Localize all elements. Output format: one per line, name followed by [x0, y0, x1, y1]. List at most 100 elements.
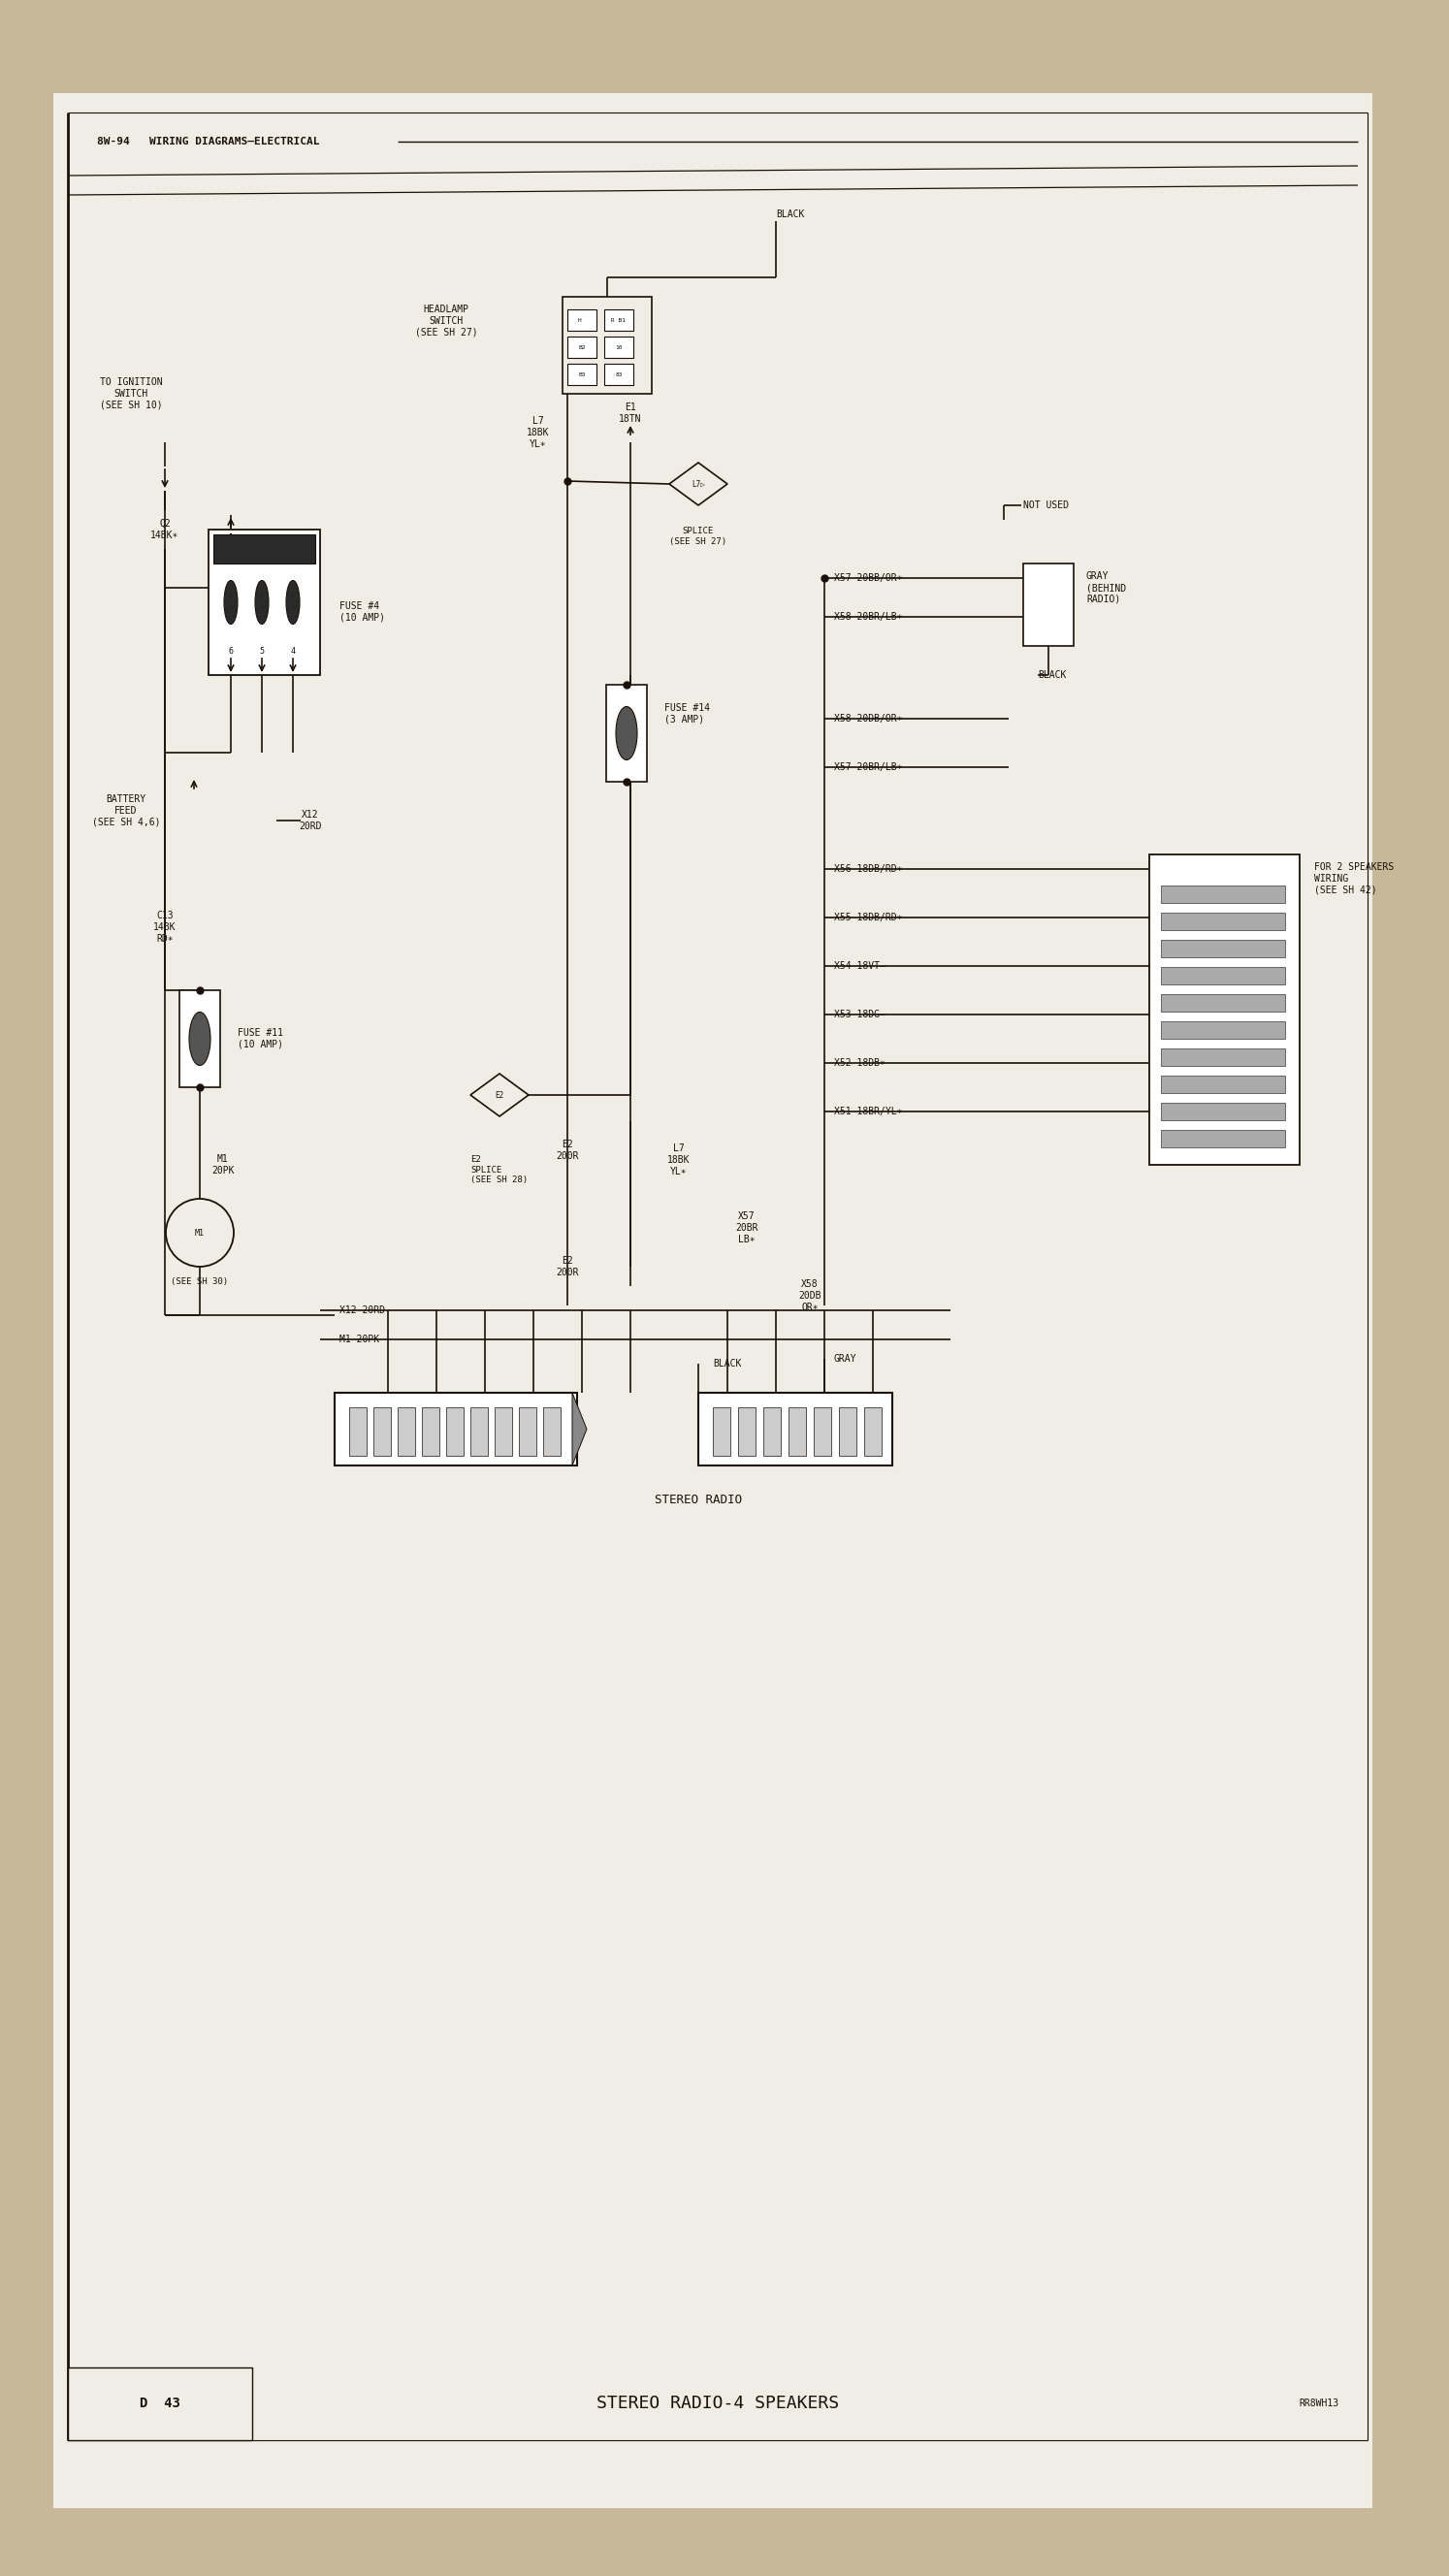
Bar — [1023, 564, 1074, 647]
Text: X56 18DB/RD∗: X56 18DB/RD∗ — [835, 863, 903, 873]
Text: Q2
14BK∗: Q2 14BK∗ — [151, 520, 180, 541]
Bar — [713, 1406, 730, 1455]
Text: 5: 5 — [259, 647, 264, 654]
Bar — [568, 363, 597, 384]
Text: GRAY
(BEHIND
RADIO): GRAY (BEHIND RADIO) — [1087, 572, 1126, 603]
Text: BLACK: BLACK — [713, 1358, 742, 1368]
Bar — [68, 2367, 252, 2439]
Bar — [604, 363, 633, 384]
Text: X55 18DB/RD∗: X55 18DB/RD∗ — [835, 912, 903, 922]
Text: NOT USED: NOT USED — [1023, 500, 1069, 510]
Bar — [1161, 1020, 1285, 1038]
Text: STEREO RADIO-4 SPEAKERS: STEREO RADIO-4 SPEAKERS — [597, 2396, 839, 2411]
Bar — [1161, 940, 1285, 958]
Ellipse shape — [255, 580, 268, 623]
Polygon shape — [572, 1394, 587, 1466]
Text: BLACK: BLACK — [775, 209, 804, 219]
Text: L7
18BK
YL∗: L7 18BK YL∗ — [668, 1144, 690, 1177]
Text: E2
SPLICE
(SEE SH 28): E2 SPLICE (SEE SH 28) — [471, 1154, 527, 1185]
Text: L7
18BK
YL∗: L7 18BK YL∗ — [527, 417, 549, 448]
Text: L7▷: L7▷ — [691, 479, 706, 489]
Bar — [209, 531, 320, 675]
Bar — [764, 1406, 781, 1455]
Text: STEREO RADIO: STEREO RADIO — [655, 1494, 742, 1507]
Bar — [494, 1406, 511, 1455]
Bar — [1161, 1103, 1285, 1121]
Bar — [519, 1406, 536, 1455]
Text: (SEE SH 30): (SEE SH 30) — [171, 1278, 229, 1285]
Text: X12
20RD: X12 20RD — [298, 809, 322, 832]
Bar — [738, 1406, 755, 1455]
Text: 4: 4 — [290, 647, 296, 654]
Bar — [446, 1406, 464, 1455]
Text: FUSE #11
(10 AMP): FUSE #11 (10 AMP) — [238, 1028, 283, 1048]
Text: X57 20BB/OR∗: X57 20BB/OR∗ — [835, 574, 903, 582]
Text: B3: B3 — [578, 371, 585, 376]
Bar — [788, 1406, 806, 1455]
Text: X57 20BR/LB∗: X57 20BR/LB∗ — [835, 762, 903, 773]
Text: E2: E2 — [496, 1090, 504, 1100]
Bar — [698, 1394, 893, 1466]
Text: FUSE #14
(3 AMP): FUSE #14 (3 AMP) — [665, 703, 710, 724]
Text: SPLICE
(SEE SH 27): SPLICE (SEE SH 27) — [669, 528, 727, 546]
Text: 8W-94   WIRING DIAGRAMS—ELECTRICAL: 8W-94 WIRING DIAGRAMS—ELECTRICAL — [97, 137, 320, 147]
Bar — [814, 1406, 832, 1455]
Text: X54 18VT—: X54 18VT— — [835, 961, 885, 971]
Text: BLACK: BLACK — [1037, 670, 1066, 680]
Text: RR8WH13: RR8WH13 — [1298, 2398, 1339, 2409]
Text: E2
200R: E2 200R — [556, 1257, 578, 1278]
Bar — [562, 296, 652, 394]
Text: C13
14BK
RD∗: C13 14BK RD∗ — [154, 912, 177, 943]
Bar — [349, 1406, 367, 1455]
Bar — [1149, 855, 1300, 1164]
Bar — [568, 309, 597, 330]
Bar — [1161, 1131, 1285, 1146]
Text: 6: 6 — [229, 647, 233, 654]
Ellipse shape — [190, 1012, 210, 1066]
Ellipse shape — [616, 706, 638, 760]
Text: FOR 2 SPEAKERS
WIRING
(SEE SH 42): FOR 2 SPEAKERS WIRING (SEE SH 42) — [1314, 863, 1394, 894]
Bar — [1161, 1048, 1285, 1066]
Text: BATTERY
FEED
(SEE SH 4,6): BATTERY FEED (SEE SH 4,6) — [91, 796, 161, 827]
Text: X58
20DB
OR∗: X58 20DB OR∗ — [798, 1280, 822, 1311]
Text: R B1: R B1 — [611, 317, 626, 322]
Text: M1 20PK: M1 20PK — [339, 1334, 380, 1345]
Bar — [604, 309, 633, 330]
Text: M1: M1 — [196, 1229, 204, 1236]
Text: H: H — [578, 317, 585, 322]
Bar — [1161, 966, 1285, 984]
Bar — [374, 1406, 391, 1455]
Text: FUSE #4
(10 AMP): FUSE #4 (10 AMP) — [339, 603, 385, 623]
Bar — [1161, 912, 1285, 930]
Bar — [1161, 994, 1285, 1012]
Text: D  43: D 43 — [139, 2396, 180, 2411]
Text: E1
18TN: E1 18TN — [619, 402, 642, 422]
Text: 83: 83 — [616, 371, 623, 376]
Text: B2: B2 — [578, 345, 585, 350]
Text: TO IGNITION
SWITCH
(SEE SH 10): TO IGNITION SWITCH (SEE SH 10) — [100, 379, 162, 410]
Ellipse shape — [285, 580, 300, 623]
Bar — [1161, 1077, 1285, 1092]
Text: M1
20PK: M1 20PK — [212, 1154, 235, 1175]
Bar — [839, 1406, 856, 1455]
Bar — [471, 1406, 488, 1455]
Text: X51 18BR/YL∗: X51 18BR/YL∗ — [835, 1108, 903, 1115]
Ellipse shape — [225, 580, 238, 623]
Text: X57
20BR
LB∗: X57 20BR LB∗ — [736, 1211, 758, 1244]
Text: 10: 10 — [616, 345, 623, 350]
Bar — [606, 685, 646, 781]
Text: X53 18DG—: X53 18DG— — [835, 1010, 885, 1020]
Bar — [864, 1406, 881, 1455]
Text: X12 20RD: X12 20RD — [339, 1306, 385, 1316]
Bar — [422, 1406, 439, 1455]
Bar — [543, 1406, 561, 1455]
Text: X58 20BR/LB∗: X58 20BR/LB∗ — [835, 613, 903, 621]
Bar — [1161, 886, 1285, 904]
Bar — [180, 989, 220, 1087]
Bar — [568, 337, 597, 358]
Text: E2
200R: E2 200R — [556, 1139, 578, 1162]
Text: X58 20DB/OR∗: X58 20DB/OR∗ — [835, 714, 903, 724]
Bar — [335, 1394, 577, 1466]
Text: GRAY: GRAY — [835, 1355, 856, 1363]
Bar — [213, 533, 316, 564]
